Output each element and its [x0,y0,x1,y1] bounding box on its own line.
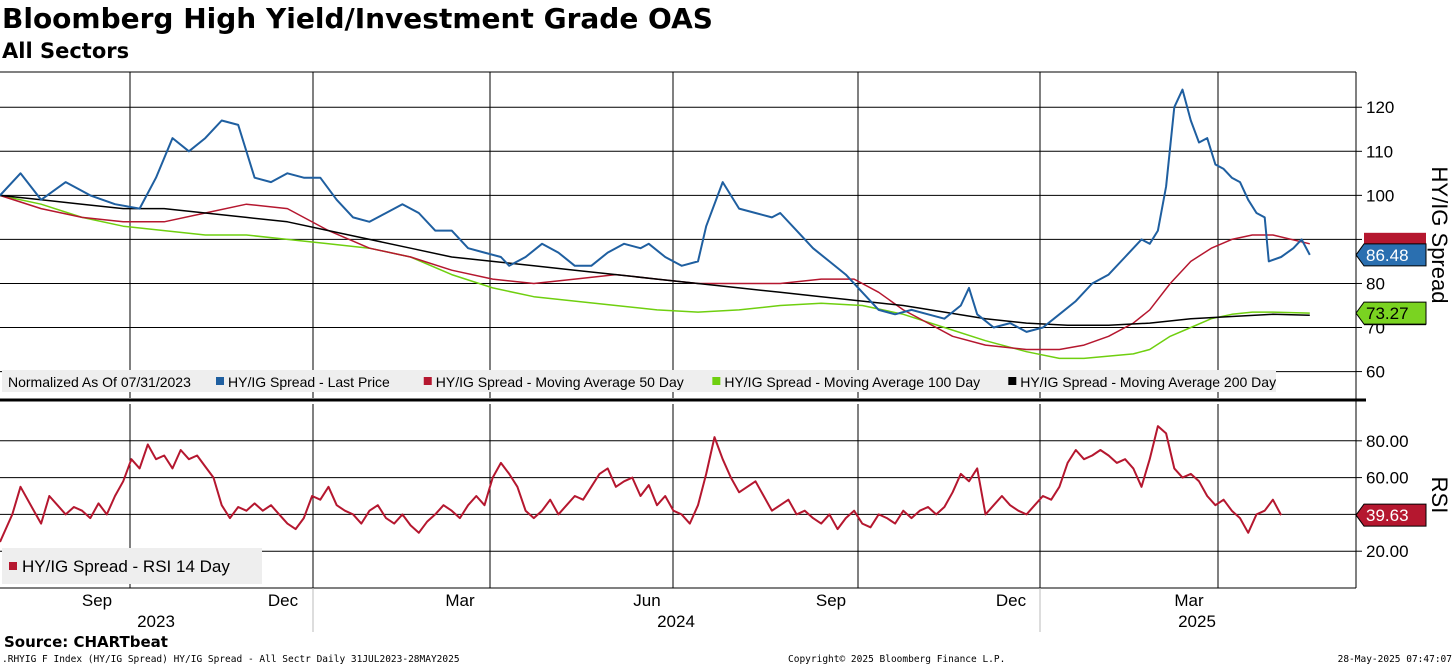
chart-title: Bloomberg High Yield/Investment Grade OA… [2,2,713,35]
year-label: 2023 [137,612,175,631]
ytick-label-main: 110 [1366,142,1393,161]
legend-swatch-ma50 [423,377,432,385]
legend-note: Normalized As Of 07/31/2023 [8,374,191,390]
series-last_price [0,88,1311,333]
legend-swatch-last_price [216,377,224,385]
tag-ma100-bg [1355,301,1427,325]
axis-label-main: HY/IG Spread [1427,167,1452,304]
tag-last-price: 86.48 [1366,246,1409,265]
tag-last-price-bg [1355,243,1427,267]
xtick-label: Mar [445,591,475,610]
xtick-label: Sep [82,591,112,610]
legend-item-rsi: HY/IG Spread - RSI 14 Day [22,557,230,576]
legend-item-last_price: HY/IG Spread - Last Price [228,374,390,390]
ytick-label-rsi: 60.00 [1366,469,1409,488]
legend-swatch-ma100 [712,377,721,385]
ytick-label-main: 80 [1366,274,1385,293]
series-ma50 [0,194,1310,351]
legend-swatch-rsi [9,562,17,570]
timestamp-footer: 28-May-2025 07:47:07 [1337,654,1452,665]
index-footer: .RHYIG F Index (HY/IG Spread) HY/IG Spre… [2,654,460,665]
legend-item-ma200: HY/IG Spread - Moving Average 200 Day [1020,374,1276,390]
ytick-label-main: 120 [1366,98,1394,117]
ytick-label-main: 100 [1366,186,1394,205]
year-label: 2025 [1178,612,1216,631]
xtick-label: Jun [633,591,660,610]
xtick-label: Mar [1174,591,1204,610]
series-rsi [0,425,1282,543]
tag-ma100: 73.27 [1366,304,1409,323]
ytick-label-main: 60 [1366,363,1385,382]
axis-label-rsi: RSI [1427,477,1452,514]
tag-rsi-bg [1355,503,1427,527]
legend-item-ma100: HY/IG Spread - Moving Average 100 Day [724,374,980,390]
xtick-label: Sep [816,591,846,610]
source-label: Source: CHARTbeat [4,633,168,651]
tag-rsi: 39.63 [1366,506,1409,525]
legend-item-ma50: HY/IG Spread - Moving Average 50 Day [436,374,684,390]
legend-swatch-ma200 [1008,377,1017,385]
xtick-label: Dec [268,591,299,610]
legend-bg-rsi [2,548,262,584]
ytick-label-rsi: 80.00 [1366,432,1409,451]
xtick-label: Dec [996,591,1027,610]
series-ma200 [0,194,1310,327]
chart-subtitle: All Sectors [2,39,130,63]
copyright-footer: Copyright© 2025 Bloomberg Finance L.P. [788,654,1006,665]
year-label: 2024 [657,612,695,631]
ytick-label-rsi: 20.00 [1366,542,1409,561]
legend-bg-main [2,370,1276,392]
series-ma100 [0,194,1310,360]
